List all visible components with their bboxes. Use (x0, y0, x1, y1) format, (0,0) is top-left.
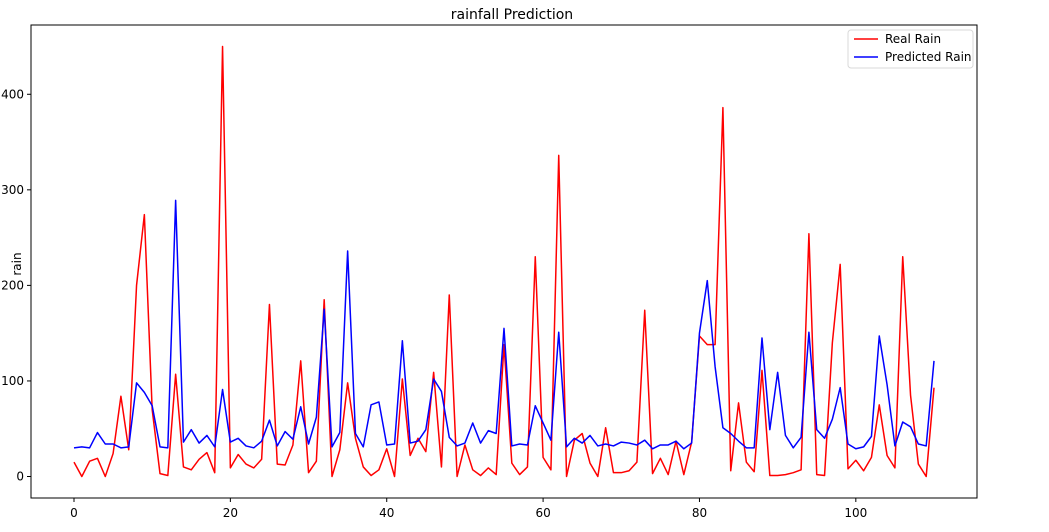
legend-predicted-rain-label: Predicted Rain (885, 50, 972, 64)
y-tick-label: 200 (1, 278, 24, 292)
real-rain-line (73, 45, 935, 478)
legend-real-rain-label: Real Rain (885, 32, 941, 46)
predicted-rain-line (73, 199, 935, 450)
plot-frame (30, 24, 978, 499)
y-tick-label: 0 (16, 470, 24, 484)
series-layer (73, 45, 935, 478)
x-tick-label: 0 (70, 506, 78, 520)
x-tick-label: 100 (844, 506, 867, 520)
legend[interactable]: Real Rain Predicted Rain (847, 29, 974, 69)
y-axis-label: rain (10, 252, 24, 275)
x-axis: 0 20 40 60 80 100 (70, 498, 867, 520)
chart-title: rainfall Prediction (451, 7, 573, 23)
y-tick-label: 300 (1, 183, 24, 197)
x-tick-label: 80 (692, 506, 707, 520)
y-tick-label: 100 (1, 374, 24, 388)
x-tick-label: 40 (379, 506, 394, 520)
y-axis: 0 100 200 300 400 (1, 87, 31, 484)
y-tick-label: 400 (1, 87, 24, 101)
x-tick-label: 60 (535, 506, 550, 520)
x-tick-label: 20 (223, 506, 238, 520)
legend-box (847, 29, 974, 69)
